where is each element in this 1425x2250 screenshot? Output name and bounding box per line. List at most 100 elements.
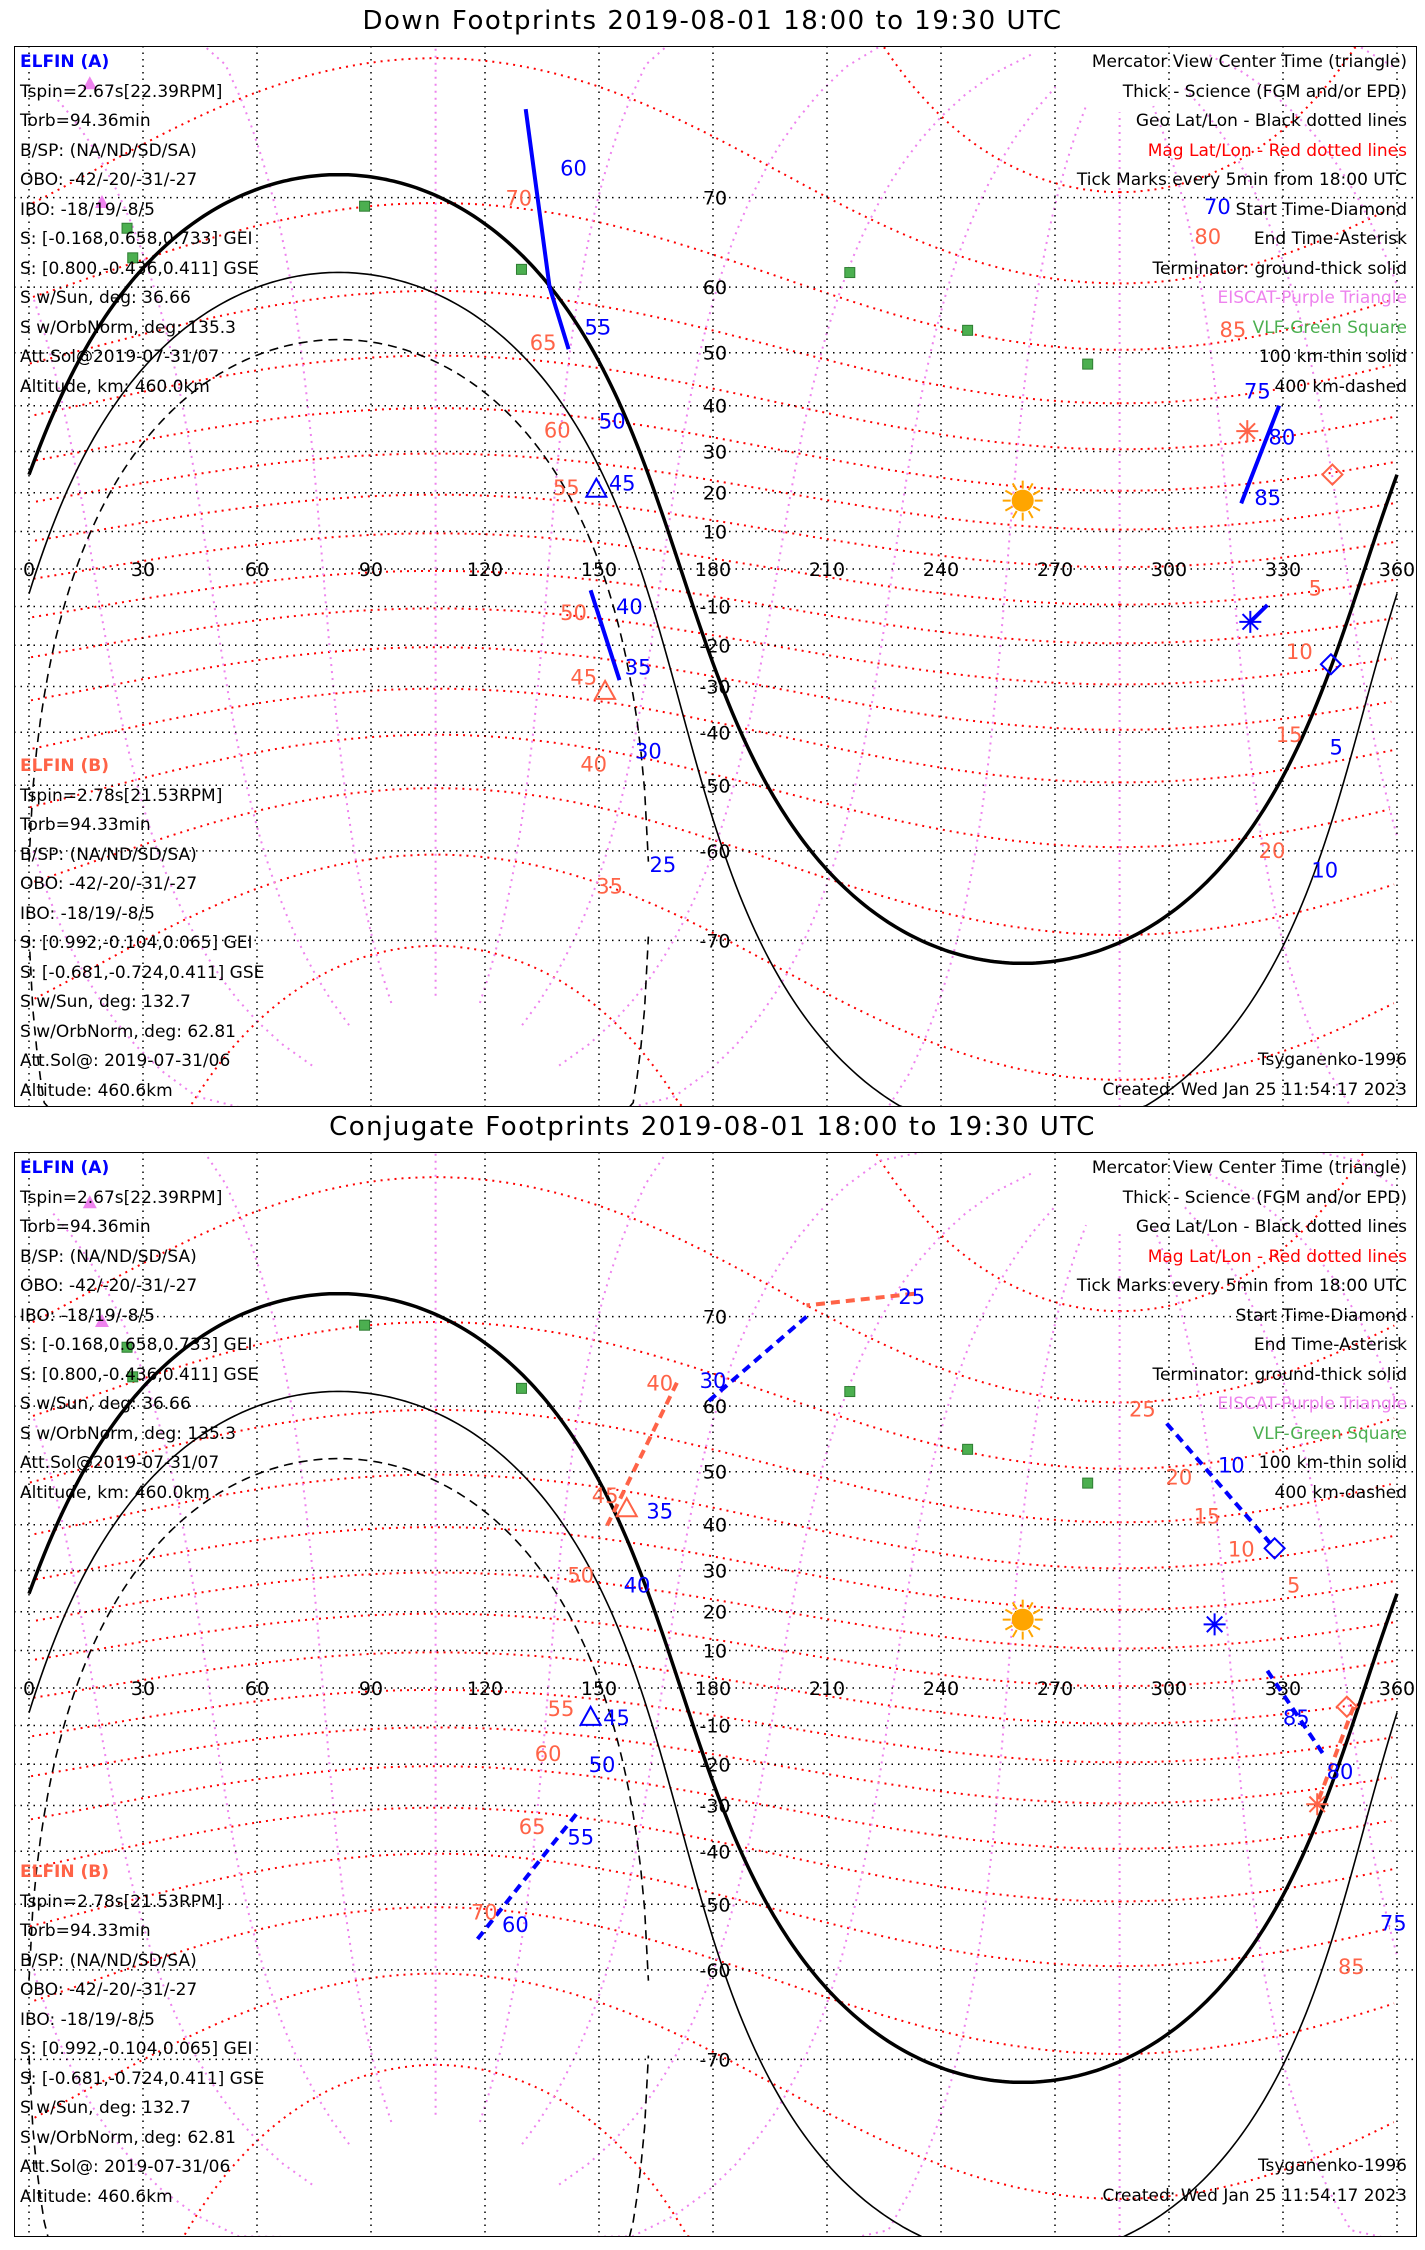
conjugate-footprints-title: Conjugate Footprints 2019-08-01 18:00 to… [329, 1112, 1096, 1142]
mag-latitude-line [30, 607, 1392, 686]
mag-longitude-line [58, 47, 1338, 1004]
info-line: S: [-0.168,0.658,0.733] GEI [20, 229, 253, 249]
track-time-label: 80 [1268, 426, 1295, 450]
info-line: B/SP: (NA/ND/SD/SA) [20, 140, 197, 161]
mag-latitude-line [35, 1571, 1397, 1650]
terminator-100km [28, 1390, 1398, 2236]
diamond-marker [1335, 1695, 1359, 1719]
legend-item: VLF-Green Square [1252, 1423, 1407, 1444]
track-time-label: 85 [1254, 486, 1281, 510]
vlf-site-square [962, 1443, 974, 1455]
vlf-site-square [515, 263, 527, 275]
track-time-label: 40 [646, 1372, 673, 1396]
info-line: Tspin=2.78s[21.53RPM] [20, 785, 223, 806]
vlf-site-square [121, 1341, 133, 1353]
track-time-label: 50 [599, 410, 626, 434]
mag-latitude-line [35, 1526, 1397, 1611]
lat-tick-label: -10 [699, 597, 730, 619]
track-time-label: 5 [1330, 736, 1343, 760]
lon-tick-label: 120 [467, 1678, 503, 1700]
triangle-marker [615, 1496, 639, 1518]
diamond-marker [1320, 463, 1344, 486]
legend-item: Geo Lat/Lon - Black dotted lines [1135, 111, 1407, 131]
info-line: S w/OrbNorm, deg: 135.3 [20, 317, 237, 338]
info-line: Altitude, km: 460.0km [20, 376, 210, 397]
mag-longitude-line [478, 1153, 1050, 2123]
track-time-label: 75 [1380, 1911, 1407, 1935]
legend-item: Thick - Science (FGM and/or EPD) [1122, 1187, 1407, 1208]
info-line: S: [0.992,-0.104,0.065] GEI [20, 933, 253, 953]
info-line: S w/OrbNorm, deg: 135.3 [20, 1423, 237, 1444]
asterisk-marker [1239, 610, 1262, 633]
mag-latitude-line [29, 733, 1391, 849]
track-time-label: 80 [1194, 225, 1221, 249]
track-time-label: 40 [624, 1573, 651, 1597]
mag-longitude-line [32, 1172, 1398, 2186]
legend-item: End Time-Asterisk [1253, 229, 1407, 249]
lat-tick-label: 30 [703, 441, 727, 463]
elfin-a-header: ELFIN (A) [20, 1158, 110, 1178]
elfin-b-header: ELFIN (B) [20, 1862, 110, 1882]
diamond-marker [1319, 652, 1343, 676]
info-line: IBO: -18/19/-8/5 [20, 2009, 155, 2030]
lat-tick-label: 30 [703, 1560, 727, 1582]
sun-icon [1002, 1599, 1043, 1640]
track-time-label: 50 [589, 1753, 616, 1777]
legend-item: Mag Lat/Lon - Red dotted lines [1147, 140, 1407, 161]
legend: Mercator View Center Time (triangle) Thic… [1077, 1154, 1407, 1508]
created-timestamp: Created: Wed Jan 25 11:54:17 2023 [1102, 2185, 1407, 2206]
track-time-label: 30 [700, 1369, 727, 1393]
info-line: Tspin=2.78s[21.53RPM] [20, 1891, 223, 1912]
lon-tick-label: 30 [131, 1678, 155, 1700]
eiscat-triangle [94, 1313, 109, 1327]
mag-latitude-line [32, 1176, 1395, 1404]
legend-item: 400 km-dashed [1274, 376, 1407, 397]
track-time-label: 10 [1218, 1454, 1245, 1478]
mag-latitude-line [33, 787, 1395, 936]
info-line: Tspin=2.67s[22.39RPM] [20, 1187, 223, 1208]
mag-latitude-line [34, 1612, 1396, 1688]
vlf-site-square [127, 252, 139, 264]
info-line: S w/Sun, deg: 132.7 [20, 992, 191, 1012]
lon-tick-label: 300 [1151, 559, 1187, 581]
lon-tick-label: 90 [359, 559, 383, 581]
track-time-label: 55 [584, 316, 611, 340]
legend-item: Terminator: ground-thick solid [1152, 1364, 1407, 1385]
mag-latitude-line [31, 2063, 1374, 2236]
track-time-label: 30 [635, 739, 662, 763]
info-line: Att.Sol@2019-07-31/07 [20, 347, 220, 367]
mag-longitude-line [58, 1153, 1338, 2123]
legend-item: Mag Lat/Lon - Red dotted lines [1147, 1246, 1407, 1267]
legend-item: Geo Lat/Lon - Black dotted lines [1135, 1217, 1407, 1237]
lon-tick-label: 330 [1265, 559, 1301, 581]
info-line: Att.Sol@: 2019-07-31/06 [20, 2157, 231, 2177]
legend-item: Thick - Science (FGM and/or EPD) [1122, 81, 1407, 102]
mag-longitude-line [50, 1153, 1394, 2145]
lat-tick-label: -30 [699, 1796, 730, 1818]
track-time-label: 45 [570, 666, 597, 690]
triangle-marker [578, 1704, 603, 1726]
conjugate-footprints-panel [14, 1152, 1417, 2237]
info-line: IBO: -18/19/-8/5 [20, 903, 155, 924]
info-line: OBO: -42/-20/-31/-27 [20, 1276, 198, 1296]
lat-tick-label: -70 [699, 2049, 730, 2071]
mag-longitude-line [558, 1172, 1033, 2186]
lat-tick-label: 20 [703, 483, 727, 505]
lon-tick-label: 240 [923, 1678, 959, 1700]
track-time-label: 60 [535, 1742, 562, 1766]
info-line: Torb=94.33min [20, 1921, 151, 1941]
lon-tick-label: 300 [1151, 1678, 1187, 1700]
track-time-label: 85 [1283, 1706, 1310, 1730]
legend-item: EISCAT-Purple Triangle [1217, 288, 1407, 308]
track-time-label: 20 [1166, 1465, 1193, 1489]
lon-tick-label: 120 [467, 559, 503, 581]
asterisk-marker [1306, 1793, 1329, 1816]
lon-tick-label: 90 [359, 1678, 383, 1700]
mag-longitude-line [60, 105, 1382, 1106]
mag-longitude-line [31, 86, 1398, 1106]
mag-longitude-line [60, 1224, 1382, 2236]
legend-item: EISCAT-Purple Triangle [1217, 1394, 1407, 1414]
mag-longitude-line [521, 47, 1025, 1026]
mag-latitude-line [29, 47, 1393, 194]
mag-latitude-line [34, 1972, 1395, 2200]
